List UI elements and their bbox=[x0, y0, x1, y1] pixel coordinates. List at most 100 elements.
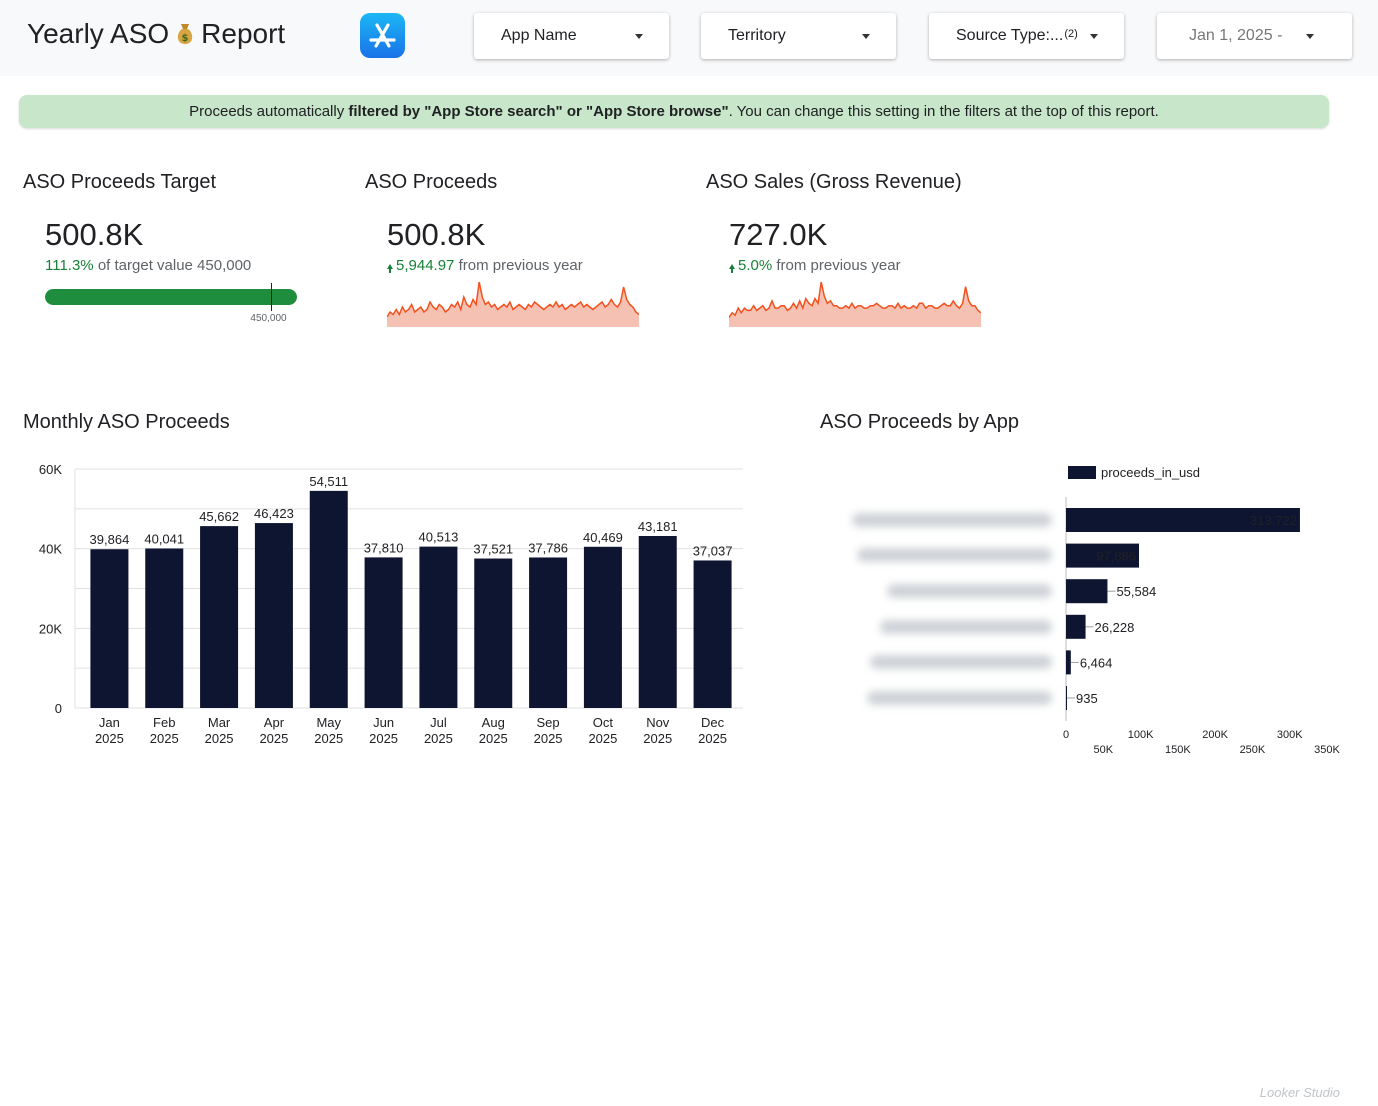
bar-value-label: 26,228 bbox=[1095, 620, 1135, 635]
page-title: Yearly ASO $ Report bbox=[27, 18, 285, 50]
kpi-proceeds-subtitle: 5,944.97 from previous year bbox=[387, 257, 583, 274]
target-marker bbox=[271, 283, 273, 311]
filter-app-name[interactable]: App Name bbox=[474, 13, 669, 59]
monthly-bar[interactable] bbox=[693, 560, 732, 708]
chevron-down-icon bbox=[635, 34, 643, 39]
x-tick-label: 100K bbox=[1128, 729, 1154, 741]
kpi-target-title: ASO Proceeds Target bbox=[23, 171, 217, 193]
x-tick-label: 2025 bbox=[150, 731, 179, 746]
bar-value-label: 54,511 bbox=[309, 474, 348, 489]
monthly-bar[interactable] bbox=[419, 546, 458, 708]
kpi-target-subtitle: 111.3% of target value 450,000 bbox=[45, 257, 252, 274]
app-bar[interactable] bbox=[1066, 508, 1300, 532]
x-tick-label: May bbox=[316, 715, 341, 730]
x-tick-label: 250K bbox=[1240, 744, 1266, 756]
x-tick-label: 2025 bbox=[588, 731, 617, 746]
kpi-sales-subtitle: 5.0% from previous year bbox=[729, 257, 901, 274]
x-tick-label: 2025 bbox=[259, 731, 288, 746]
x-tick-label: 200K bbox=[1202, 729, 1228, 741]
monthly-bar[interactable] bbox=[529, 557, 568, 708]
proceeds-sparkline bbox=[387, 281, 639, 327]
blurred-app-name bbox=[887, 584, 1052, 598]
legend-swatch bbox=[1068, 466, 1096, 479]
app-bar[interactable] bbox=[1066, 579, 1108, 604]
bar-value-label: 6,464 bbox=[1080, 655, 1113, 670]
x-tick-label: 350K bbox=[1314, 744, 1340, 756]
chevron-down-icon bbox=[1306, 34, 1314, 39]
target-progress-fill bbox=[45, 289, 297, 305]
app-bar[interactable] bbox=[1066, 543, 1139, 568]
x-tick-label: 2025 bbox=[314, 731, 343, 746]
x-tick-label: Jun bbox=[373, 715, 394, 730]
arrow-up-icon bbox=[729, 264, 735, 273]
chevron-down-icon bbox=[1090, 34, 1098, 39]
app-store-icon bbox=[360, 13, 405, 58]
filter-territory-label: Territory bbox=[728, 27, 786, 44]
kpi-target-value: 500.8K bbox=[45, 217, 144, 252]
monthly-bar[interactable] bbox=[583, 546, 622, 708]
monthly-bar[interactable] bbox=[638, 535, 677, 708]
filter-date-range[interactable]: Jan 1, 2025 - bbox=[1157, 13, 1352, 59]
kpi-proceeds-title: ASO Proceeds bbox=[365, 171, 498, 193]
app-bar[interactable] bbox=[1066, 614, 1086, 639]
sparkline-area bbox=[387, 282, 639, 327]
monthly-bar[interactable] bbox=[90, 549, 129, 708]
bar-value-label: 40,041 bbox=[144, 532, 184, 547]
x-tick-label: 2025 bbox=[534, 731, 563, 746]
x-tick-label: 2025 bbox=[479, 731, 508, 746]
bar-value-label: 935 bbox=[1076, 691, 1098, 706]
x-tick-label: Mar bbox=[208, 715, 231, 730]
bar-value-label: 43,181 bbox=[638, 519, 678, 534]
bar-value-label: 97,886 bbox=[1096, 549, 1136, 564]
bar-value-label: 37,810 bbox=[364, 540, 404, 555]
app-bar[interactable] bbox=[1066, 686, 1067, 710]
x-tick-label: 0 bbox=[1063, 729, 1069, 741]
x-tick-label: 2025 bbox=[369, 731, 398, 746]
sparkline-line bbox=[729, 281, 981, 318]
blurred-app-name bbox=[880, 620, 1052, 634]
title-suffix: Report bbox=[201, 18, 286, 49]
x-tick-label: Apr bbox=[264, 715, 285, 730]
bar-value-label: 37,521 bbox=[473, 542, 513, 557]
bar-value-label: 55,584 bbox=[1116, 584, 1156, 599]
monthly-bar[interactable] bbox=[145, 548, 184, 708]
bar-value-label: 40,469 bbox=[583, 530, 623, 545]
y-tick-label: 40K bbox=[39, 542, 62, 557]
x-tick-label: 300K bbox=[1277, 729, 1303, 741]
target-marker-label: 450,000 bbox=[250, 313, 287, 324]
monthly-bar[interactable] bbox=[364, 557, 403, 708]
blurred-app-name bbox=[870, 655, 1052, 669]
y-tick-label: 0 bbox=[55, 701, 62, 716]
monthly-bar[interactable] bbox=[254, 523, 293, 708]
target-progress-bar bbox=[45, 289, 297, 305]
by-app-chart-title: ASO Proceeds by App bbox=[820, 411, 1020, 433]
money-bag-icon: $ bbox=[175, 20, 195, 44]
y-tick-label: 20K bbox=[39, 621, 62, 636]
monthly-proceeds-chart: 020K40K60K39,864Jan202540,041Feb202545,6… bbox=[39, 462, 743, 746]
monthly-bar[interactable] bbox=[200, 526, 239, 708]
kpi-sales-title: ASO Sales (Gross Revenue) bbox=[706, 171, 962, 193]
bar-value-label: 37,037 bbox=[693, 543, 733, 558]
x-tick-label: 150K bbox=[1165, 744, 1191, 756]
chevron-down-icon bbox=[862, 34, 870, 39]
x-tick-label: 2025 bbox=[205, 731, 234, 746]
bar-value-label: 40,513 bbox=[419, 530, 459, 545]
title-prefix: Yearly ASO bbox=[27, 18, 170, 49]
monthly-bar[interactable] bbox=[474, 558, 513, 708]
sparkline-area bbox=[729, 282, 981, 327]
blurred-app-name bbox=[857, 548, 1052, 562]
filter-territory[interactable]: Territory bbox=[701, 13, 896, 59]
filter-source-type[interactable]: Source Type:...(2) bbox=[929, 13, 1124, 59]
sales-sparkline bbox=[729, 281, 981, 327]
x-tick-label: Jul bbox=[430, 715, 447, 730]
sparkline-line bbox=[387, 281, 639, 318]
x-tick-label: 2025 bbox=[95, 731, 124, 746]
filter-source-type-label: Source Type:...(2) bbox=[956, 27, 1078, 44]
app-bar[interactable] bbox=[1066, 650, 1071, 675]
bar-value-label: 313,722 bbox=[1250, 513, 1297, 528]
bar-value-label: 45,662 bbox=[199, 509, 239, 524]
monthly-bar[interactable] bbox=[309, 490, 348, 708]
filter-date-range-label: Jan 1, 2025 - bbox=[1189, 27, 1283, 44]
blurred-app-name bbox=[852, 513, 1052, 527]
x-tick-label: Oct bbox=[593, 715, 614, 730]
